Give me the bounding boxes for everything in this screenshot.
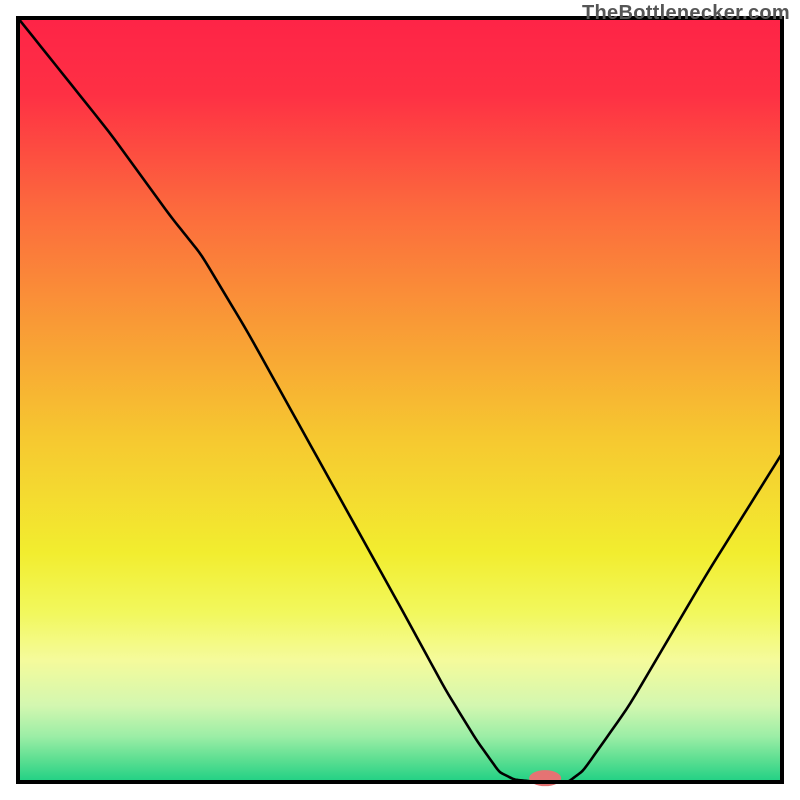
gradient-background [18, 18, 782, 782]
bottleneck-chart [0, 0, 800, 800]
watermark-label: TheBottlenecker.com [582, 2, 790, 25]
plot-area [18, 18, 782, 786]
chart-canvas: TheBottlenecker.com [0, 0, 800, 800]
